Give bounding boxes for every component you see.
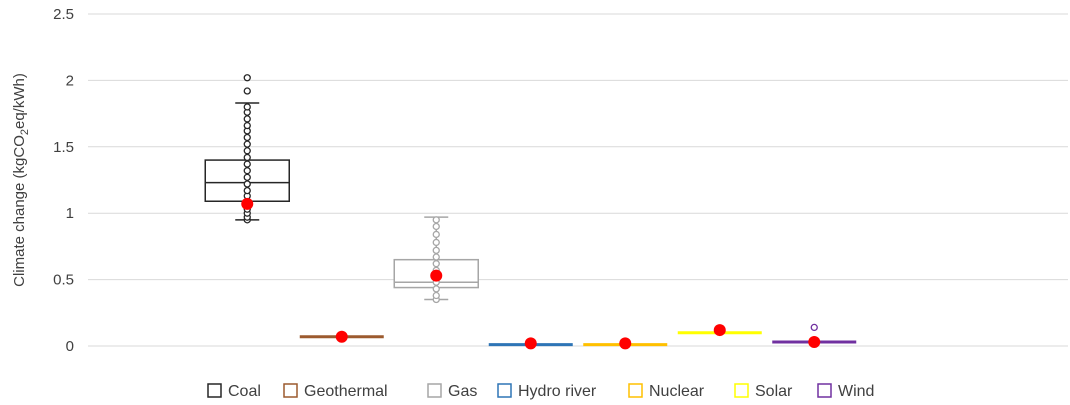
data-point xyxy=(243,87,251,95)
legend-swatch xyxy=(283,383,298,398)
data-point xyxy=(432,253,440,261)
legend-swatch xyxy=(427,383,442,398)
mean-marker xyxy=(808,336,821,349)
data-point xyxy=(810,323,818,332)
legend-label: Hydro river xyxy=(518,383,597,400)
series-wind xyxy=(772,323,857,349)
legend-item-wind: Wind xyxy=(817,383,874,400)
legend: Coal Geothermal Gas Hydro river Nuclear Solar… xyxy=(207,383,874,400)
data-point xyxy=(243,186,251,195)
gridlines xyxy=(88,13,1068,347)
data-point xyxy=(243,167,251,175)
mean-marker xyxy=(619,337,632,350)
legend-swatch xyxy=(817,383,832,398)
y-tick-label: 1 xyxy=(66,205,74,222)
data-point xyxy=(432,285,440,293)
y-tick-label: 1.5 xyxy=(53,139,74,156)
data-point xyxy=(243,140,251,148)
series-nuclear xyxy=(583,337,668,350)
data-point xyxy=(432,216,440,224)
legend-item-nuclear: Nuclear xyxy=(628,383,705,400)
legend-swatch xyxy=(734,383,749,398)
legend-item-hydro-river: Hydro river xyxy=(497,383,597,400)
data-point xyxy=(432,230,440,239)
data-point xyxy=(243,147,251,155)
mean-marker xyxy=(241,197,254,210)
data-point xyxy=(432,291,440,300)
data-point xyxy=(432,238,440,247)
series-solar xyxy=(677,324,762,337)
mean-marker xyxy=(430,269,443,282)
data-point xyxy=(243,173,251,181)
legend-label: Coal xyxy=(228,383,261,400)
legend-label: Geothermal xyxy=(304,383,388,400)
data-point xyxy=(243,103,251,111)
legend-label: Solar xyxy=(755,383,793,400)
data-point xyxy=(243,153,251,162)
data-point xyxy=(243,160,251,168)
series-coal xyxy=(204,74,290,224)
y-axis-title: Climate change (kgCO2eq/kWh) xyxy=(11,73,31,287)
series-gas xyxy=(393,216,479,304)
data-point xyxy=(243,115,251,123)
y-tick-label: 2 xyxy=(66,72,74,89)
legend-swatch xyxy=(497,383,512,398)
legend-item-geothermal: Geothermal xyxy=(283,383,388,400)
data-point xyxy=(432,246,440,255)
data-point xyxy=(432,260,440,268)
data-point xyxy=(243,121,251,130)
legend-item-coal: Coal xyxy=(207,383,261,400)
legend-swatch xyxy=(207,383,222,398)
data-point xyxy=(243,74,251,82)
y-tick-label: 2.5 xyxy=(53,6,74,23)
mean-marker xyxy=(524,337,537,350)
legend-item-solar: Solar xyxy=(734,383,793,400)
y-tick-label: 0 xyxy=(66,338,74,355)
legend-label: Wind xyxy=(838,383,874,400)
mean-marker xyxy=(335,330,348,343)
data-point xyxy=(243,133,251,142)
y-tick-label: 0.5 xyxy=(53,272,74,289)
series-geothermal xyxy=(299,330,384,343)
y-axis-ticks: 0 0.5 1 1.5 2 2.5 xyxy=(53,6,74,355)
legend-label: Gas xyxy=(448,383,477,400)
legend-label: Nuclear xyxy=(649,383,705,400)
data-point xyxy=(243,180,251,188)
series-hydro-river xyxy=(488,337,573,350)
mean-marker xyxy=(713,324,726,337)
box-series xyxy=(204,74,857,350)
legend-item-gas: Gas xyxy=(427,383,477,400)
data-point xyxy=(432,222,440,231)
legend-swatch xyxy=(628,383,643,398)
